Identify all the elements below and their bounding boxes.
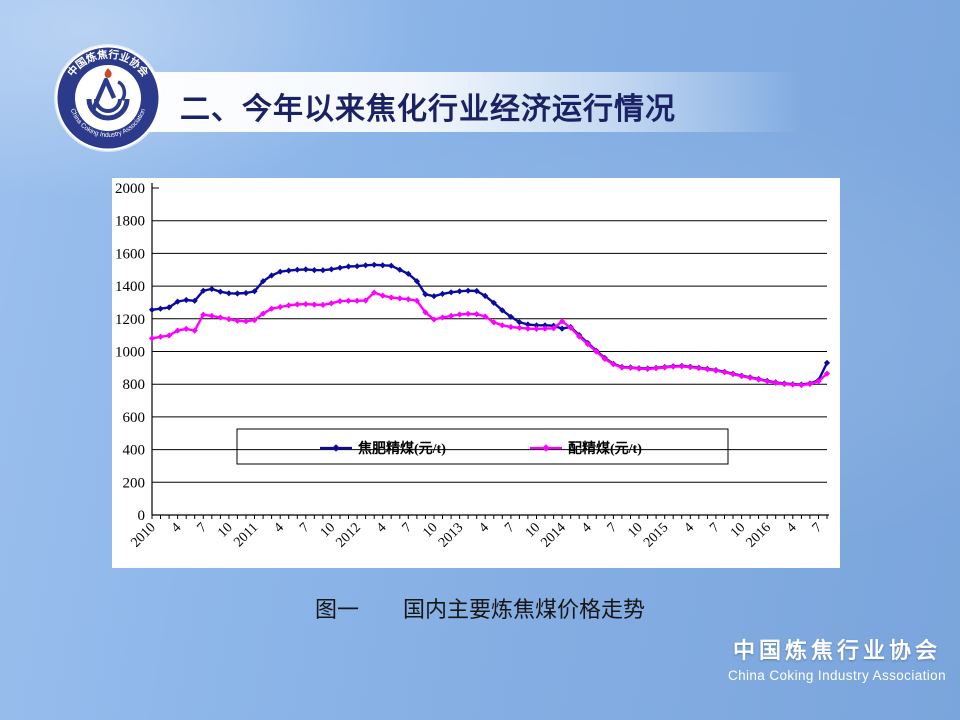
x-tick-label: 2014 [539, 520, 569, 550]
x-tick-label: 4 [271, 520, 287, 536]
legend-label-0: 焦肥精煤(元/t) [357, 440, 446, 457]
x-tick-label: 4 [784, 520, 800, 536]
series-line-0 [151, 263, 829, 386]
x-tick-label: 2011 [231, 520, 261, 550]
logo-flame-icon [104, 68, 112, 78]
logo-inner-circle [75, 65, 141, 131]
legend-sample-marker-0 [332, 444, 340, 452]
x-tick-label: 7 [707, 520, 723, 536]
x-tick-label: 2010 [128, 520, 158, 550]
header-band [96, 72, 802, 132]
logo-emblem [86, 68, 130, 121]
x-tick-label: 2015 [641, 520, 671, 550]
y-tick-label: 200 [123, 475, 146, 491]
legend-sample-marker-1 [542, 444, 550, 452]
x-tick-label: 7 [605, 520, 621, 536]
x-tick-label: 2012 [334, 520, 364, 550]
footer-association-name-en: China Coking Industry Association [727, 668, 946, 683]
footer: 中国炼焦行业协会 China Coking Industry Associati… [728, 633, 946, 683]
x-tick-label: 2016 [744, 520, 774, 550]
x-tick-label: 7 [297, 520, 313, 536]
y-tick-label: 1200 [115, 312, 145, 328]
y-tick-label: 1000 [115, 345, 145, 361]
chart-panel: 0 200 400 600 800 1000 1200 1400 1600 1800 2000 201… [112, 178, 840, 568]
y-tick-label: 400 [123, 443, 146, 459]
figure-caption: 图一 国内主要炼焦煤价格走势 [314, 597, 645, 622]
x-tick-label: 4 [579, 520, 595, 536]
x-tick-label: 7 [810, 520, 826, 536]
x-tick-label: 4 [374, 520, 390, 536]
x-tick-label: 7 [400, 520, 416, 536]
x-tick-label: 4 [682, 520, 698, 536]
x-tick-label: 4 [169, 520, 185, 536]
slide-title: 二、今年以来焦化行业经济运行情况 [180, 93, 676, 126]
series-markers-0 [148, 261, 831, 388]
x-tick-label: 4 [476, 520, 492, 536]
legend-box [236, 428, 729, 465]
x-tick-label: 2013 [436, 520, 466, 550]
y-tick-label: 800 [123, 377, 146, 393]
y-tick-label: 600 [123, 410, 146, 426]
coal-price-trend-chart: 0 200 400 600 800 1000 1200 1400 1600 1800 2000 201… [115, 181, 831, 551]
footer-association-name-cn: 中国炼焦行业协会 [732, 638, 941, 663]
y-tick-label: 1800 [115, 214, 145, 230]
y-tick-label: 1400 [115, 279, 145, 295]
association-logo: 中国炼焦行业协会 China Coking Industry Associati… [54, 44, 162, 152]
y-tick-label: 1600 [115, 246, 145, 262]
x-tick-label: 7 [195, 520, 211, 536]
x-tick-label: 7 [502, 520, 518, 536]
y-tick-label: 2000 [115, 181, 145, 197]
y-tick-label: 0 [138, 508, 146, 524]
legend-label-1: 配精煤(元/t) [568, 440, 642, 457]
